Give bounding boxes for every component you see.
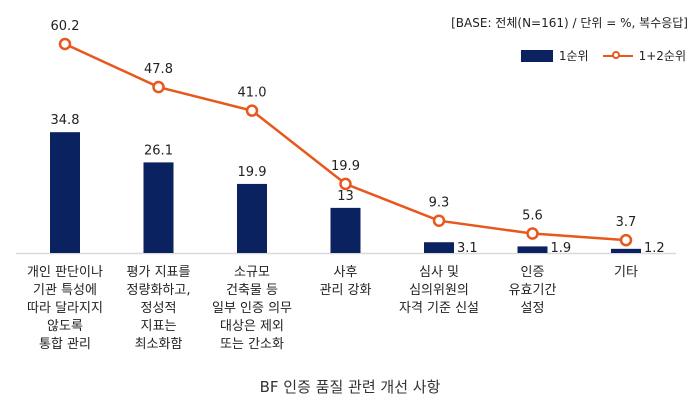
legend: 1순위 1+2순위 xyxy=(507,47,686,64)
bar-value-label: 1.9 xyxy=(551,241,572,256)
bar-1st-rank xyxy=(517,246,548,253)
bar-1st-rank xyxy=(50,132,80,253)
x-category-label: 인증 유효기간 설정 xyxy=(508,265,557,316)
legend-bar-swatch xyxy=(520,49,553,62)
legend-item-line: 1+2순위 xyxy=(602,47,686,64)
x-category-label: 심사 및 심의위원의 자격 기준 신설 xyxy=(398,265,480,316)
line-value-label: 60.2 xyxy=(51,19,80,34)
bar-1st-rank xyxy=(424,242,454,253)
bar-1st-rank xyxy=(611,248,641,253)
bar-value-label: 19.9 xyxy=(238,165,267,180)
base-note: [BASE: 전체(N=161) / 단위 = %, 복수응답] xyxy=(451,16,688,30)
bar-value-label: 1.2 xyxy=(644,241,665,256)
line-marker-1plus2 xyxy=(339,177,352,191)
x-category-label: 개인 판단이나 기관 특성에 따라 달라지지 않도록 통합 관리 xyxy=(27,265,103,352)
x-category-label: 기타 xyxy=(614,265,638,280)
legend-bar-label: 1순위 xyxy=(558,49,589,63)
line-value-label: 41.0 xyxy=(238,86,267,101)
bar-1st-rank xyxy=(330,207,361,253)
x-category-label: 평가 지표를 정량화하고, 정성적 지표는 최소화함 xyxy=(126,265,191,352)
legend-item-bar: 1순위 xyxy=(520,47,589,64)
legend-line-label: 1+2순위 xyxy=(638,49,686,63)
line-marker-1plus2 xyxy=(245,104,259,117)
line-value-label: 47.8 xyxy=(144,62,173,77)
line-value-label: 5.6 xyxy=(522,209,543,224)
line-value-label: 9.3 xyxy=(429,196,450,211)
legend-line-marker-icon xyxy=(602,50,633,62)
bar-value-label: 34.8 xyxy=(51,113,80,128)
x-category-label: 소규모 건축물 등 일부 인증 의무 대상은 제외 또는 간소화 xyxy=(211,265,293,352)
line-marker-1plus2 xyxy=(58,37,72,51)
bar-1st-rank xyxy=(143,162,174,253)
line-marker-1plus2 xyxy=(619,233,633,247)
bar-value-label: 26.1 xyxy=(144,143,173,158)
line-value-label: 3.7 xyxy=(616,215,637,230)
line-marker-1plus2 xyxy=(432,214,446,227)
line-marker-1plus2 xyxy=(526,227,539,240)
line-marker-1plus2 xyxy=(152,80,165,94)
bar-value-label: 13 xyxy=(337,189,354,204)
bar-value-label: 3.1 xyxy=(457,241,478,256)
chart-title: BF 인증 품질 관련 개선 사항 xyxy=(259,378,441,396)
line-value-label: 19.9 xyxy=(331,159,360,174)
bar-1st-rank xyxy=(237,183,267,253)
x-category-label: 사후 관리 강화 xyxy=(319,265,372,298)
